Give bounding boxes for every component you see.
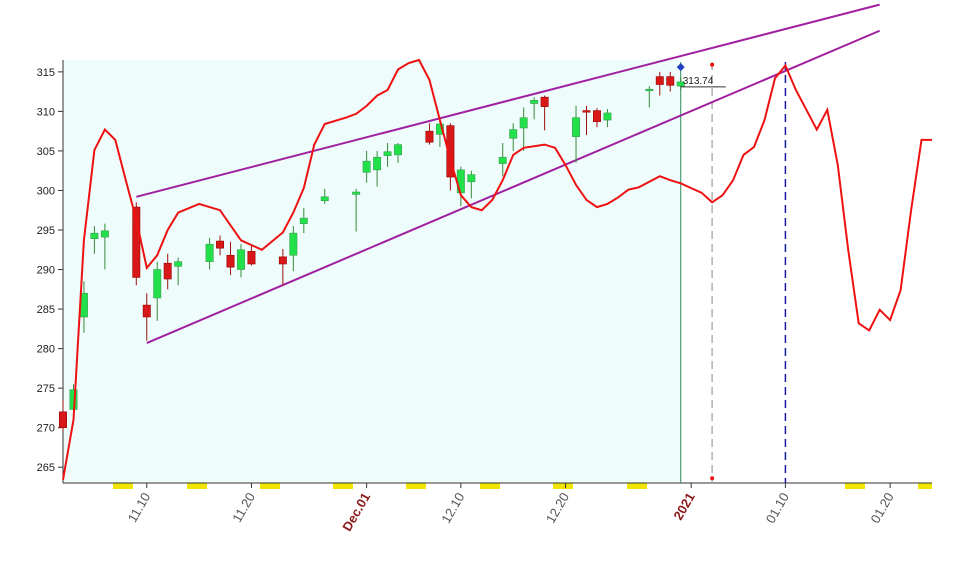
candle-body (645, 88, 654, 92)
candle-body (603, 112, 612, 121)
candle-body (289, 232, 298, 256)
candle-body (592, 110, 601, 122)
candle-body (655, 76, 664, 85)
candle-body (373, 156, 382, 171)
candle-body (216, 240, 225, 249)
week-marker (553, 483, 573, 489)
candle-body (676, 81, 685, 87)
x-tick-label: 2021 (670, 490, 697, 523)
candle-body (509, 129, 518, 139)
candle-body (530, 100, 539, 104)
candle-body (362, 160, 371, 173)
candle-body (582, 110, 591, 113)
week-marker (480, 483, 500, 489)
y-tick-label: 275 (37, 383, 55, 395)
candle-body (163, 262, 172, 280)
week-marker (113, 483, 133, 489)
candle-body (100, 230, 109, 238)
candle-body (666, 76, 675, 86)
y-tick-label: 295 (37, 225, 55, 237)
candle-body (142, 304, 151, 318)
candle-body (467, 174, 476, 183)
candle-body (278, 256, 287, 265)
y-tick-label: 265 (37, 462, 55, 474)
week-marker (260, 483, 280, 489)
candle-body (320, 196, 329, 202)
week-marker (845, 483, 865, 489)
x-tick-label: 11.20 (229, 490, 258, 525)
candle-body (226, 254, 235, 268)
candle-body (352, 191, 361, 195)
y-tick-label: 305 (37, 146, 55, 158)
candle-body (519, 117, 528, 129)
marker (710, 62, 715, 67)
x-tick-label: 01.10 (763, 490, 792, 526)
trendline (136, 3, 880, 198)
y-tick-label: 300 (37, 185, 55, 197)
week-markers (113, 483, 932, 489)
candle-body (90, 232, 99, 239)
candle-body (205, 243, 214, 262)
trendline (146, 29, 881, 344)
week-marker (406, 483, 426, 489)
y-tick-label: 285 (37, 304, 55, 316)
x-tick-label: 11.10 (125, 490, 154, 525)
y-tick-label: 310 (37, 106, 55, 118)
x-tick-label: 12.10 (438, 490, 467, 526)
candle-body (299, 217, 308, 224)
candle-body (498, 156, 507, 164)
candle-body (59, 411, 67, 428)
x-tick-label: 01.20 (867, 490, 896, 526)
marker (676, 63, 685, 72)
marker (710, 476, 715, 481)
forecast-line (62, 58, 932, 480)
week-marker (918, 483, 932, 489)
y-tick-label: 280 (37, 344, 55, 356)
candle-body (540, 96, 549, 107)
y-tick-label: 315 (37, 67, 55, 79)
y-tick-label: 290 (37, 265, 55, 277)
candle-body (247, 251, 256, 265)
week-marker (333, 483, 353, 489)
candle-body (132, 206, 141, 278)
candle-body (174, 261, 183, 267)
week-marker (627, 483, 647, 489)
x-tick-label: Dec.01 (339, 490, 373, 534)
candle-body (446, 125, 455, 178)
candle-body (237, 249, 245, 270)
candle-body (383, 151, 392, 156)
x-tick-label: 12.20 (543, 490, 572, 526)
y-tick-label: 270 (37, 423, 55, 435)
candle-body (572, 117, 580, 137)
week-marker (187, 483, 207, 489)
last-price-label: 313.74 (683, 76, 714, 87)
candle-body (425, 130, 434, 143)
candle-body (394, 144, 403, 156)
candle-body (153, 269, 162, 299)
